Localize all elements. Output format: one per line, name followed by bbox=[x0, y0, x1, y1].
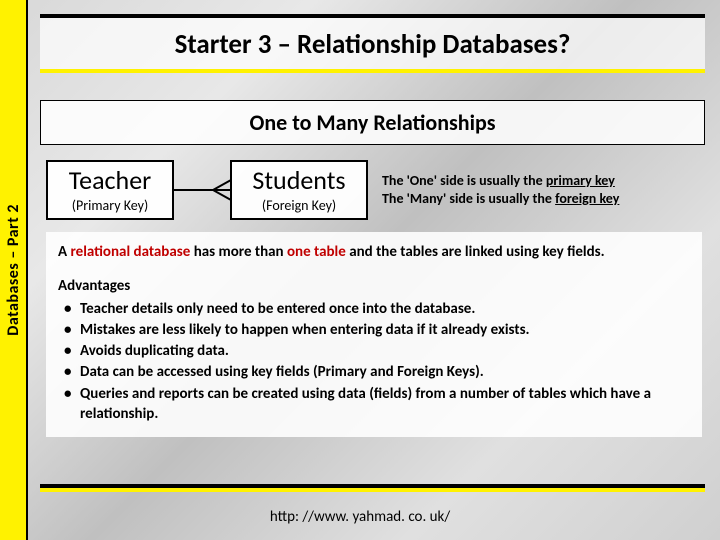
intro-text: A relational database has more than one … bbox=[58, 242, 690, 262]
list-item: Queries and reports can be created using… bbox=[62, 384, 690, 425]
key-notes: The 'One' side is usually the primary ke… bbox=[382, 172, 706, 208]
entity-teacher-name: Teacher bbox=[58, 166, 162, 195]
note2-hl: foreign key bbox=[555, 190, 619, 207]
intro-seg2: has more than bbox=[190, 243, 287, 261]
intro-hl2: one table bbox=[287, 243, 346, 261]
key-note-primary: The 'One' side is usually the primary ke… bbox=[382, 172, 706, 190]
list-item: Mistakes are less likely to happen when … bbox=[62, 320, 690, 340]
list-item: Avoids duplicating data. bbox=[62, 341, 690, 361]
sidebar: Databases – Part 2 bbox=[0, 0, 28, 540]
note2-pre: The 'Many' side is usually the bbox=[382, 190, 555, 207]
bottom-rule bbox=[40, 484, 705, 492]
subtitle: One to Many Relationships bbox=[41, 109, 704, 136]
note1-pre: The 'One' side is usually the bbox=[382, 172, 546, 189]
intro-seg1: A bbox=[58, 243, 70, 261]
page-title: Starter 3 – Relationship Databases? bbox=[40, 28, 705, 61]
subtitle-bar: One to Many Relationships bbox=[40, 100, 705, 145]
crowfoot-icon bbox=[213, 178, 231, 202]
relationship-diagram: Teacher (Primary Key) Students (Foreign … bbox=[46, 160, 706, 220]
key-note-foreign: The 'Many' side is usually the foreign k… bbox=[382, 190, 706, 208]
entity-students-name: Students bbox=[242, 166, 356, 195]
entity-students-key: (Foreign Key) bbox=[242, 197, 356, 214]
list-item: Data can be accessed using key fields (P… bbox=[62, 362, 690, 382]
slide: Databases – Part 2 Starter 3 – Relations… bbox=[0, 0, 720, 540]
sidebar-label: Databases – Part 2 bbox=[4, 204, 23, 336]
connector-one-to-many bbox=[174, 170, 230, 210]
entity-teacher-key: (Primary Key) bbox=[58, 197, 162, 214]
title-bar: Starter 3 – Relationship Databases? bbox=[40, 14, 705, 73]
note1-hl: primary key bbox=[546, 172, 615, 189]
intro-hl1: relational database bbox=[70, 243, 190, 261]
intro-seg3: and the tables are linked using key fiel… bbox=[346, 243, 605, 261]
advantages-list: Teacher details only need to be entered … bbox=[58, 299, 690, 425]
entity-teacher: Teacher (Primary Key) bbox=[46, 160, 174, 220]
footer-url: http: //www. yahmad. co. uk/ bbox=[0, 508, 720, 526]
content-box: A relational database has more than one … bbox=[46, 232, 702, 437]
entity-students: Students (Foreign Key) bbox=[230, 160, 368, 220]
advantages-title: Advantages bbox=[58, 276, 690, 296]
list-item: Teacher details only need to be entered … bbox=[62, 299, 690, 319]
